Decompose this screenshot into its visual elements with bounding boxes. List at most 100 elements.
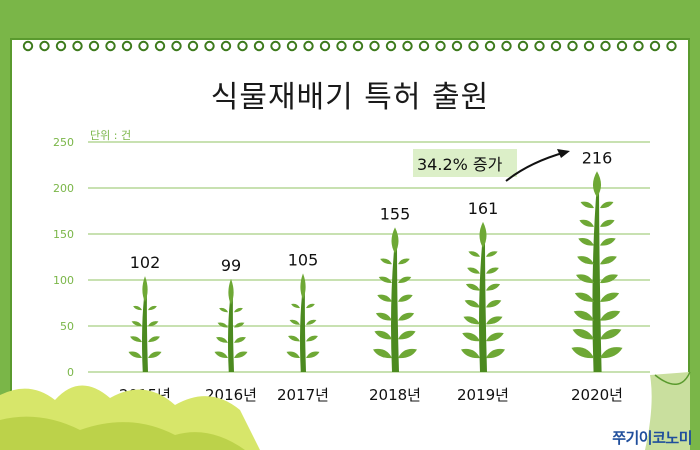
page-curl (645, 372, 690, 450)
plant-stem (479, 233, 487, 372)
plant-leaf (486, 283, 501, 291)
plant-leaf (148, 321, 159, 327)
binding-ring (154, 40, 166, 52)
plant-leaf (217, 322, 228, 328)
plant-top-leaf (228, 278, 234, 305)
plant-leaf (398, 348, 417, 359)
plant-leaf (214, 351, 228, 359)
x-tick-label: 2018년 (369, 386, 421, 404)
plant-leaf (234, 307, 243, 313)
plant-leaf (374, 330, 392, 340)
plant-leaf (288, 335, 300, 342)
data-label: 161 (468, 199, 499, 218)
binding-ring (418, 40, 430, 52)
plant-leaf (600, 347, 623, 359)
plant-leaf (148, 336, 160, 343)
annotation-text: 34.2% 증가 (417, 155, 503, 174)
plant-bar (373, 227, 417, 372)
x-tick-label: 2017년 (277, 386, 329, 404)
plant-leaf (486, 267, 499, 274)
plant-leaf (461, 348, 480, 359)
y-tick-label: 0 (67, 366, 74, 379)
plant-leaf (377, 294, 392, 302)
plant-leaf (571, 347, 594, 359)
binding-ring (88, 40, 100, 52)
plant-leaf (600, 292, 620, 302)
chart-title: 식물재배기 특허 출원 (210, 80, 490, 115)
binding-ring (616, 40, 628, 52)
plant-stem (228, 290, 234, 372)
binding-ring (105, 40, 116, 52)
plant-stem (300, 285, 306, 372)
plant-leaf (573, 310, 594, 321)
plant-leaf (600, 237, 616, 246)
binding-ring (319, 40, 331, 52)
plant-bar (461, 221, 505, 372)
binding-ring (385, 40, 397, 52)
plant-leaf (378, 276, 392, 283)
plant-leaf (486, 348, 505, 359)
plant-leaf (128, 351, 142, 359)
plant-bar (571, 171, 623, 372)
plant-leaf (216, 336, 228, 343)
plant-leaf (578, 237, 594, 246)
binding-ring (286, 40, 298, 52)
plant-leaf (398, 330, 416, 340)
plant-leaf (375, 312, 392, 321)
plant-top-leaf (300, 273, 306, 300)
binding-ring (484, 40, 496, 52)
data-label: 105 (288, 250, 319, 269)
binding-ring (204, 40, 215, 52)
brand-logo: 쭈기이코노미 (612, 429, 692, 447)
plant-leaf (600, 201, 614, 209)
plant-leaf (234, 336, 246, 343)
data-label: 99 (221, 256, 241, 275)
binding-ring (451, 40, 463, 52)
binding-ring (121, 40, 133, 52)
plant-stem (391, 239, 399, 372)
annotation-box (413, 149, 517, 177)
plant-leaf (306, 351, 320, 359)
binding-ring (187, 40, 199, 52)
plant-leaf (468, 251, 480, 257)
x-tick-label: 2020년 (571, 386, 623, 404)
spiral-binding (22, 40, 677, 52)
data-label: 216 (582, 148, 613, 167)
binding-ring (517, 40, 529, 52)
plant-leaf (579, 219, 594, 227)
binding-ring (237, 40, 248, 52)
binding-ring (435, 40, 446, 52)
plant-leaf (130, 336, 142, 343)
plant-leaf (574, 292, 594, 302)
plant-leaf (572, 328, 594, 340)
y-tick-label: 250 (53, 136, 74, 149)
plant-leaf (600, 219, 615, 227)
plant-leaf (380, 258, 392, 265)
binding-ring (633, 40, 644, 52)
plant-leaf (289, 319, 300, 325)
plant-leaf (486, 251, 498, 257)
plant-leaf (464, 300, 480, 308)
plant-leaf (398, 312, 415, 321)
x-tick-label: 2019년 (457, 386, 509, 404)
binding-ring (600, 40, 611, 52)
plant-leaf (462, 332, 480, 342)
y-tick-label: 200 (53, 182, 74, 195)
plant-leaf (467, 267, 480, 274)
plant-leaf (486, 332, 504, 342)
plant-top-leaf (142, 276, 148, 303)
plant-stem (592, 183, 602, 372)
binding-ring (270, 40, 281, 52)
plant-leaf (306, 303, 315, 309)
plant-leaf (373, 348, 392, 359)
binding-ring (666, 40, 677, 52)
plant-leaf (148, 351, 162, 359)
plant-leaf (486, 316, 503, 325)
plant-leaf (576, 274, 594, 284)
plant-leaf (234, 351, 248, 359)
binding-ring (39, 40, 50, 52)
plant-top-leaf (592, 171, 602, 198)
binding-ring (253, 40, 265, 52)
plant-leaf (580, 201, 594, 209)
